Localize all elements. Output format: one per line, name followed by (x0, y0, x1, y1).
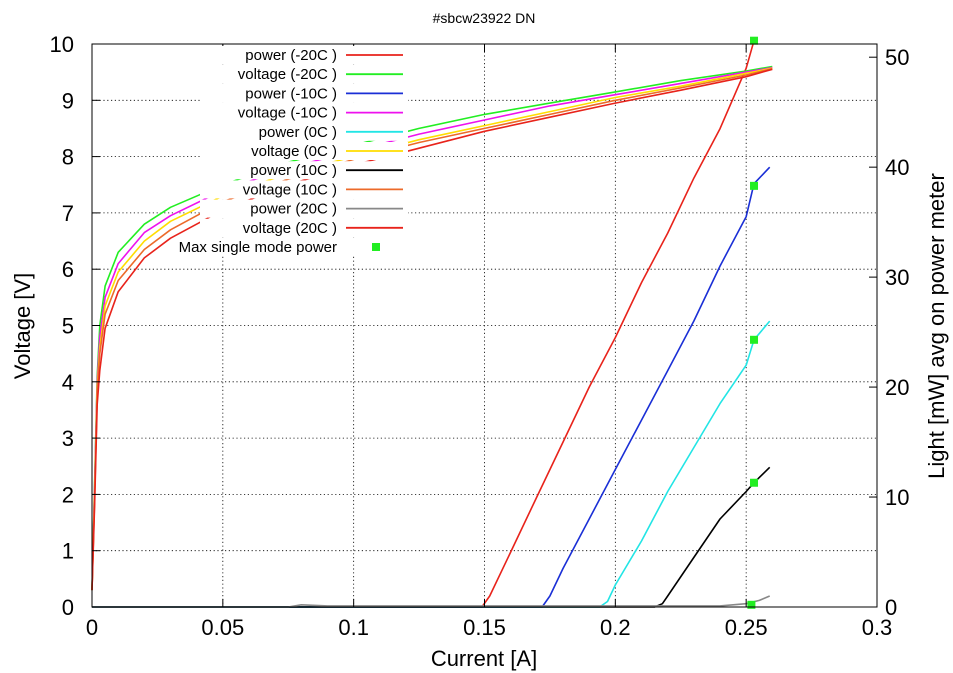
y-tick-label: 0 (62, 595, 74, 620)
legend-entry-bg (200, 84, 408, 103)
x-tick-label: 0.15 (463, 615, 506, 640)
plot-series (91, 36, 773, 609)
x-axis-label: Current [A] (431, 646, 537, 671)
legend-entry-bg (200, 65, 408, 84)
y2-tick-label: 0 (885, 595, 897, 620)
legend-entry-bg (200, 199, 408, 218)
x-tick-label: 0.2 (600, 615, 631, 640)
max-power-marker (750, 36, 759, 45)
series-line-power-10c (92, 166, 771, 608)
legend-entry-bg (200, 218, 408, 237)
x-tick-label: 0.25 (725, 615, 768, 640)
x-tick-label: 0 (86, 615, 98, 640)
series-line-voltage-10c (91, 68, 773, 591)
x-tick-label: 0.3 (862, 615, 893, 640)
series-line-power-20c (92, 595, 771, 608)
legend-entry-bg (200, 142, 408, 160)
series-line-voltage-20c (91, 68, 773, 591)
legend-label: power (-10C ) (245, 85, 337, 102)
legend-entry-bg (200, 122, 408, 141)
grid (92, 44, 877, 607)
y-axis-label: Voltage [V] (10, 273, 35, 379)
legend-entry-bg (200, 180, 408, 199)
max-power-marker (747, 600, 756, 609)
y-tick-label: 6 (62, 257, 74, 282)
chart-title: #sbcw23922 DN (433, 10, 536, 26)
series-line-voltage-0c (91, 67, 773, 591)
series-line-voltage-10c (91, 66, 773, 591)
legend-label: voltage (-20C ) (238, 66, 337, 83)
legend-entry-bg (200, 46, 408, 64)
y2-tick-label: 30 (885, 265, 909, 290)
y-tick-label: 9 (62, 88, 74, 113)
max-power-marker (750, 335, 759, 344)
series-line-power-20c (92, 40, 755, 608)
y-tick-label: 5 (62, 314, 74, 339)
legend-label: power (-20C ) (245, 47, 337, 64)
legend-label: Max single mode power (179, 239, 337, 256)
legend-label: voltage (-10C ) (238, 105, 337, 122)
legend-entry-bg (200, 161, 408, 180)
axes: 0 0.05 0.1 0.15 0.2 0.25 0.3012345678910010203… (50, 32, 910, 640)
y2-tick-label: 10 (885, 485, 909, 510)
y-tick-label: 3 (62, 426, 74, 451)
legend-label: power (0C ) (259, 124, 337, 141)
legend-label: voltage (0C ) (251, 143, 337, 160)
x-tick-label: 0.05 (201, 615, 244, 640)
series-line-power-0c (92, 320, 771, 608)
y2-tick-label: 40 (885, 155, 909, 180)
y-tick-label: 1 (62, 539, 74, 564)
max-power-marker (750, 181, 759, 190)
y-tick-label: 4 (62, 370, 74, 395)
y-tick-label: 2 (62, 482, 74, 507)
y2-tick-label: 20 (885, 375, 909, 400)
x-tick-label: 0.1 (338, 615, 369, 640)
y-tick-label: 10 (50, 32, 74, 57)
legend: power (-20C ) voltage (-20C ) power (-10C … (179, 46, 408, 256)
y2-tick-label: 50 (885, 45, 909, 70)
y2-axis-label: Light [mW] avg on power meter (924, 173, 949, 479)
legend-entry-bg (200, 238, 408, 256)
series-line-power-10c (92, 466, 771, 608)
legend-entry-bg (200, 103, 408, 122)
y-tick-label: 7 (62, 201, 74, 226)
max-power-marker (750, 478, 759, 487)
legend-label: power (10C ) (250, 162, 337, 179)
legend-swatch-marker (372, 243, 380, 251)
legend-label: voltage (10C ) (243, 181, 337, 198)
legend-label: voltage (20C ) (243, 220, 337, 237)
y-tick-label: 8 (62, 145, 74, 170)
legend-label: power (20C ) (250, 201, 337, 218)
